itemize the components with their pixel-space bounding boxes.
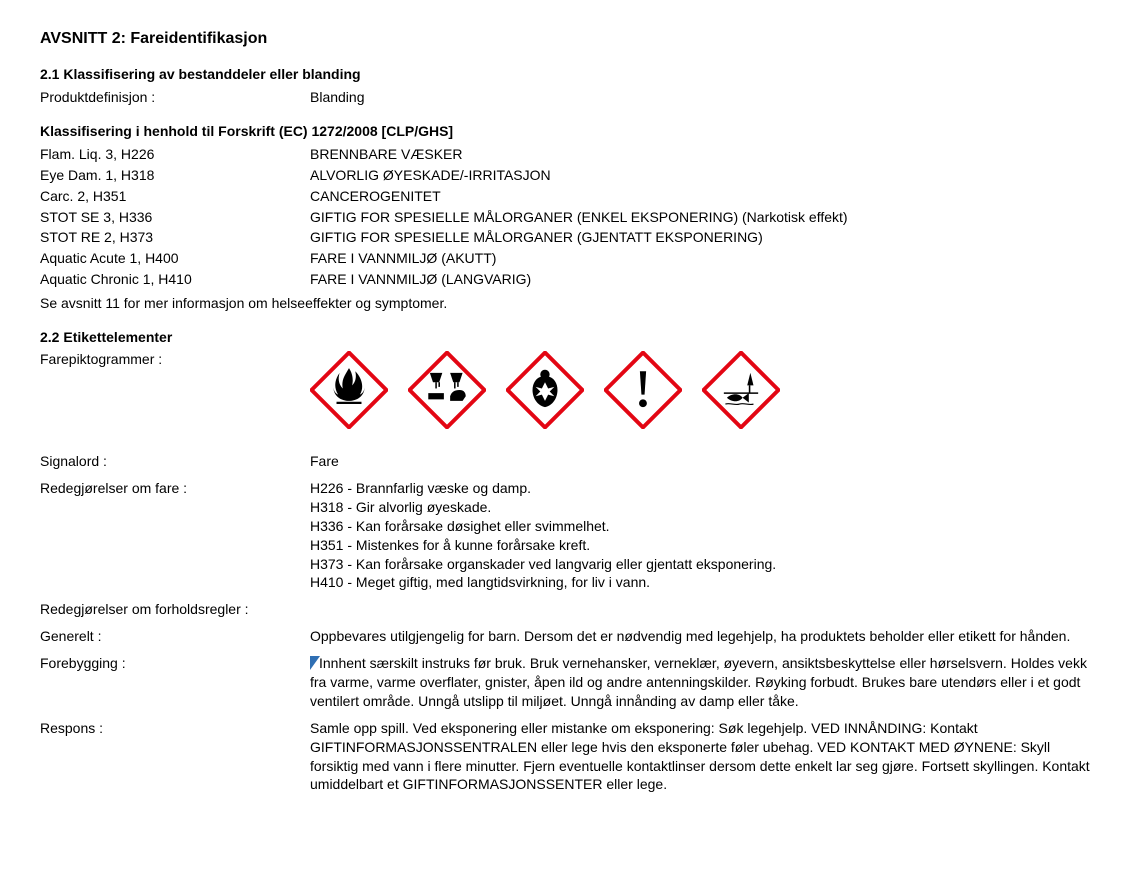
prevention-value: Innhent særskilt instruks før bruk. Bruk…: [310, 654, 1091, 711]
classification-row: Flam. Liq. 3, H226BRENNBARE VÆSKER: [40, 145, 1091, 164]
flame-icon: [310, 351, 388, 429]
classification-desc: ALVORLIG ØYESKADE/-IRRITASJON: [310, 166, 1091, 185]
response-value: Samle opp spill. Ved eksponering eller m…: [310, 719, 1091, 795]
environment-icon: [702, 351, 780, 429]
classification-desc: FARE I VANNMILJØ (AKUTT): [310, 249, 1091, 268]
signal-word-value: Fare: [310, 452, 1091, 471]
classification-heading: Klassifisering i henhold til Forskrift (…: [40, 123, 1091, 139]
subsection-22-title: 2.2 Etikettelementer: [40, 329, 1091, 345]
classification-row: Aquatic Chronic 1, H410FARE I VANNMILJØ …: [40, 270, 1091, 289]
health-hazard-icon: [506, 351, 584, 429]
classification-row: Aquatic Acute 1, H400FARE I VANNMILJØ (A…: [40, 249, 1091, 268]
product-definition-label: Produktdefinisjon :: [40, 88, 310, 107]
section-title: AVSNITT 2: Fareidentifikasjon: [40, 30, 1091, 48]
classification-table: Flam. Liq. 3, H226BRENNBARE VÆSKEREye Da…: [40, 145, 1091, 289]
prevention-label: Forebygging :: [40, 654, 310, 711]
classification-code: Eye Dam. 1, H318: [40, 166, 310, 185]
pictogram-container: [310, 351, 780, 432]
general-value: Oppbevares utilgjengelig for barn. Derso…: [310, 627, 1091, 646]
classification-code: Aquatic Chronic 1, H410: [40, 270, 310, 289]
environment-pictogram: [702, 351, 780, 432]
classification-code: Aquatic Acute 1, H400: [40, 249, 310, 268]
classification-code: Flam. Liq. 3, H226: [40, 145, 310, 164]
hazard-statements-value: H226 - Brannfarlig væske og damp. H318 -…: [310, 479, 1091, 592]
precaution-heading: Redegjørelser om forholdsregler :: [40, 600, 310, 619]
classification-desc: BRENNBARE VÆSKER: [310, 145, 1091, 164]
response-label: Respons :: [40, 719, 310, 795]
classification-row: Carc. 2, H351CANCEROGENITET: [40, 187, 1091, 206]
classification-desc: CANCEROGENITET: [310, 187, 1091, 206]
health-hazard-pictogram: [506, 351, 584, 432]
see-section-note: Se avsnitt 11 for mer informasjon om hel…: [40, 295, 1091, 311]
classification-code: Carc. 2, H351: [40, 187, 310, 206]
subsection-21-title: 2.1 Klassifisering av bestanddeler eller…: [40, 66, 1091, 82]
corrosion-pictogram: [408, 351, 486, 432]
classification-row: Eye Dam. 1, H318ALVORLIG ØYESKADE/-IRRIT…: [40, 166, 1091, 185]
classification-row: STOT SE 3, H336GIFTIG FOR SPESIELLE MÅLO…: [40, 208, 1091, 227]
classification-desc: GIFTIG FOR SPESIELLE MÅLORGANER (GJENTAT…: [310, 228, 1091, 247]
classification-code: STOT SE 3, H336: [40, 208, 310, 227]
hazard-statements-label: Redegjørelser om fare :: [40, 479, 310, 592]
classification-desc: FARE I VANNMILJØ (LANGVARIG): [310, 270, 1091, 289]
exclamation-icon: [604, 351, 682, 429]
flame-pictogram: [310, 351, 388, 432]
pictogram-label: Farepiktogrammer :: [40, 351, 310, 367]
classification-row: STOT RE 2, H373GIFTIG FOR SPESIELLE MÅLO…: [40, 228, 1091, 247]
corrosion-icon: [408, 351, 486, 429]
general-label: Generelt :: [40, 627, 310, 646]
product-definition-value: Blanding: [310, 88, 1091, 107]
classification-code: STOT RE 2, H373: [40, 228, 310, 247]
classification-desc: GIFTIG FOR SPESIELLE MÅLORGANER (ENKEL E…: [310, 208, 1091, 227]
signal-word-label: Signalord :: [40, 452, 310, 471]
change-marker-icon: [310, 656, 320, 670]
exclamation-pictogram: [604, 351, 682, 432]
